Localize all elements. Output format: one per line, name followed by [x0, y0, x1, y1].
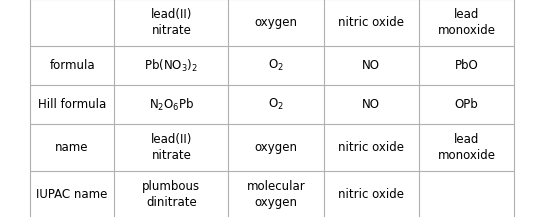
Text: Pb(NO$_3)_2$: Pb(NO$_3)_2$	[144, 58, 199, 74]
Text: lead
monoxide: lead monoxide	[437, 8, 496, 37]
Text: O$_2$: O$_2$	[268, 97, 284, 112]
Text: nitric oxide: nitric oxide	[338, 16, 404, 29]
Text: nitric oxide: nitric oxide	[338, 141, 404, 154]
Text: name: name	[55, 141, 89, 154]
Text: N$_2$O$_6$Pb: N$_2$O$_6$Pb	[149, 97, 194, 113]
Text: IUPAC name: IUPAC name	[36, 188, 108, 201]
Text: PbO: PbO	[455, 59, 478, 72]
Text: oxygen: oxygen	[255, 141, 298, 154]
Text: lead
monoxide: lead monoxide	[437, 133, 496, 162]
Text: molecular
oxygen: molecular oxygen	[247, 180, 305, 209]
Text: NO: NO	[362, 98, 380, 111]
Text: plumbous
dinitrate: plumbous dinitrate	[143, 180, 200, 209]
Text: OPb: OPb	[455, 98, 478, 111]
Text: Hill formula: Hill formula	[38, 98, 106, 111]
Text: NO: NO	[362, 59, 380, 72]
Text: formula: formula	[50, 59, 95, 72]
Text: lead(II)
nitrate: lead(II) nitrate	[151, 8, 192, 37]
Text: O$_2$: O$_2$	[268, 58, 284, 73]
Text: oxygen: oxygen	[255, 16, 298, 29]
Text: nitric oxide: nitric oxide	[338, 188, 404, 201]
Text: lead(II)
nitrate: lead(II) nitrate	[151, 133, 192, 162]
